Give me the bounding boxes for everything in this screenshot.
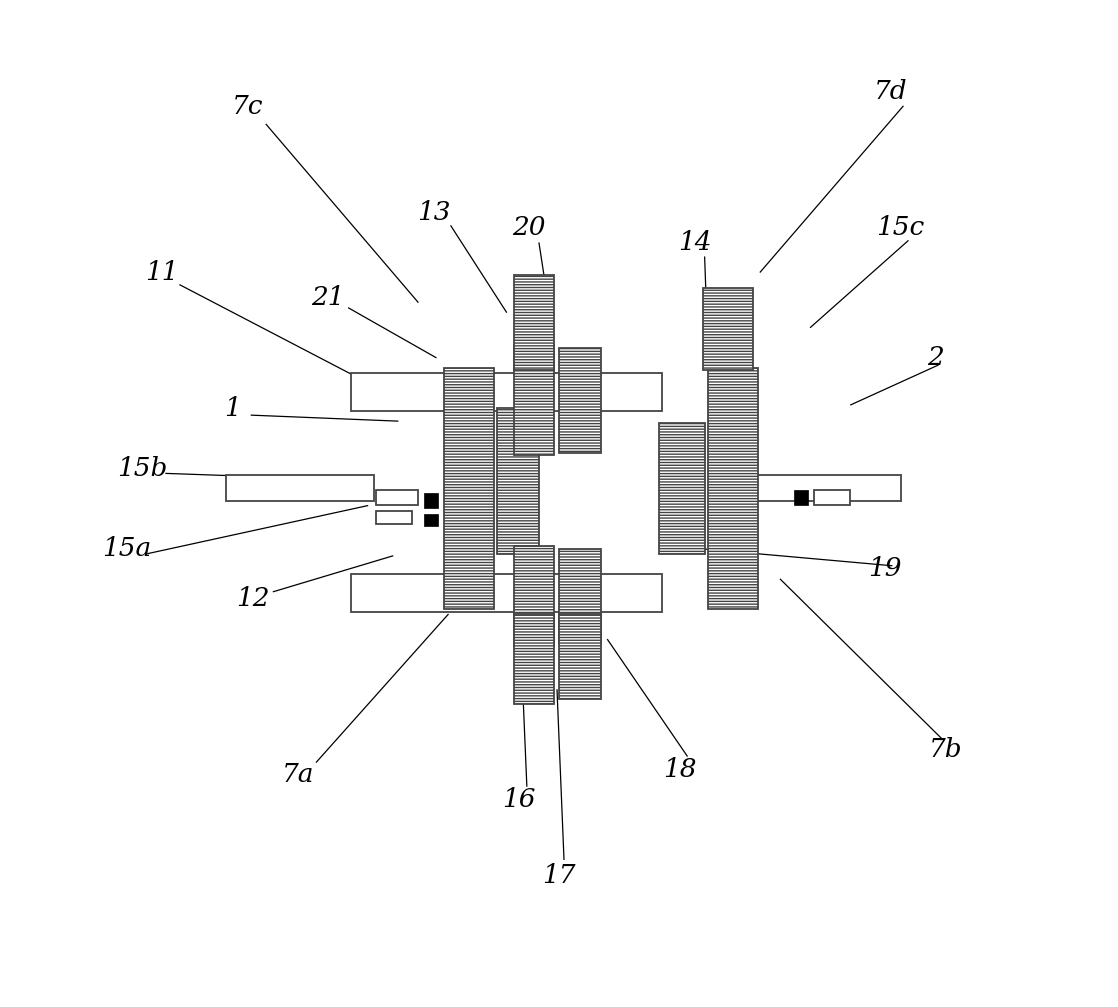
Text: 12: 12 xyxy=(236,586,269,611)
Text: 21: 21 xyxy=(311,285,344,310)
Bar xyxy=(444,368,494,609)
Text: 18: 18 xyxy=(663,757,697,782)
Bar xyxy=(425,515,438,526)
Bar xyxy=(794,490,808,505)
Bar xyxy=(814,490,850,505)
Bar xyxy=(514,344,555,455)
Text: 13: 13 xyxy=(417,199,451,225)
Text: 16: 16 xyxy=(502,787,536,813)
Bar xyxy=(425,493,438,508)
Text: 11: 11 xyxy=(145,260,179,285)
Bar xyxy=(351,373,663,411)
Text: 14: 14 xyxy=(678,230,711,255)
Bar xyxy=(514,275,555,370)
Bar xyxy=(708,368,758,609)
Text: 7a: 7a xyxy=(282,762,314,787)
Bar xyxy=(722,475,901,501)
Bar xyxy=(377,490,418,505)
Text: 15a: 15a xyxy=(103,536,152,561)
Bar xyxy=(496,408,539,554)
Bar xyxy=(351,574,663,612)
Bar xyxy=(559,549,601,644)
Bar xyxy=(660,423,704,554)
Bar xyxy=(559,347,601,453)
Bar xyxy=(514,614,555,704)
Text: 2: 2 xyxy=(927,345,944,371)
Bar xyxy=(377,511,413,524)
Bar xyxy=(559,614,601,699)
Bar xyxy=(702,288,752,370)
Text: 15b: 15b xyxy=(117,456,168,481)
Bar xyxy=(226,475,375,501)
Text: 7b: 7b xyxy=(929,737,963,762)
Text: 15c: 15c xyxy=(877,214,925,240)
Text: 1: 1 xyxy=(225,396,241,421)
Text: 7c: 7c xyxy=(231,95,264,120)
Text: 17: 17 xyxy=(542,863,576,887)
Text: 20: 20 xyxy=(512,214,546,240)
Text: 19: 19 xyxy=(869,556,902,581)
Text: 7d: 7d xyxy=(873,80,907,105)
Bar xyxy=(514,546,555,646)
